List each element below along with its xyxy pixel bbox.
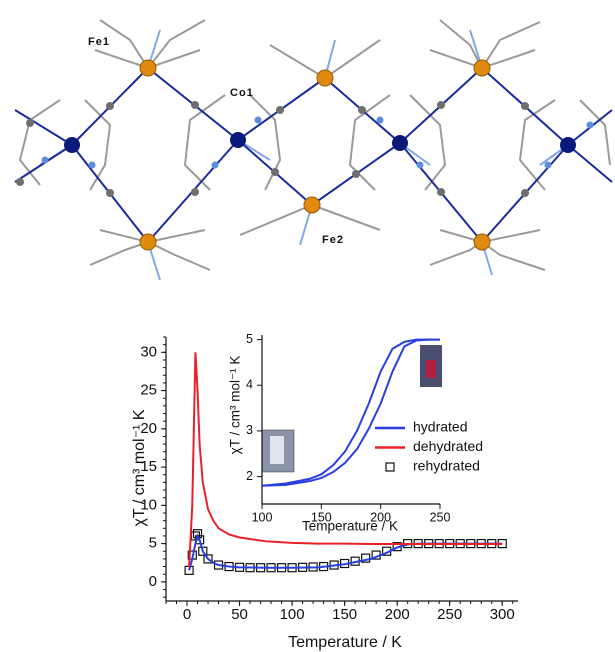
y-tick-label: 0: [149, 573, 157, 590]
legend-swatch: [385, 462, 395, 472]
x-tick-label: 100: [252, 510, 273, 524]
y-tick-label: 5: [246, 332, 253, 346]
x-tick-label: 300: [490, 606, 515, 623]
inset-photos: [261, 345, 442, 473]
atom-label: Fe2: [322, 234, 344, 246]
x-tick-label: 150: [311, 510, 332, 524]
x-tick-label: 200: [385, 606, 410, 623]
plot: 0 50 100 150 200 250 300 0 5 10 15 20 25 30 Temperatur…: [131, 336, 518, 651]
y-axis-label: χT / cm³ mol⁻¹ K: [228, 356, 243, 455]
data-point: [361, 553, 371, 563]
data-point: [198, 546, 208, 556]
atom-label: Fe1: [88, 36, 110, 48]
x-tick-label: 150: [332, 606, 357, 623]
series-line: [261, 338, 440, 487]
x-axis-label: Temperature / K: [288, 634, 402, 651]
legend-label: hydrated: [413, 419, 467, 435]
x-tick-label: 50: [231, 606, 248, 623]
legend-label: dehydrated: [413, 438, 483, 454]
series-line: [261, 338, 440, 487]
legend-label: rehydrated: [413, 458, 480, 474]
atom-label: Co1: [230, 87, 254, 99]
x-tick-label: 250: [430, 510, 451, 524]
y-tick-label: 20: [140, 420, 157, 437]
x-tick-label: 250: [437, 606, 462, 623]
x-tick-label: 200: [370, 510, 391, 524]
y-tick-label: 10: [140, 496, 157, 513]
y-tick-label: 2: [246, 469, 253, 483]
y-axis-label: χT / cm³ mol⁻¹ K: [131, 409, 148, 526]
y-tick-label: 5: [149, 535, 157, 552]
x-tick-label: 0: [183, 606, 191, 623]
series-line: [188, 352, 503, 567]
crystal-structure: Fe1 Co1 Fe2: [14, 19, 613, 281]
x-tick-label: 100: [280, 606, 305, 623]
y-tick-label: 3: [246, 423, 253, 437]
series-line: [188, 533, 503, 571]
plot: 100 150 200 250 2 3 4 5 Temperature / K χT / cm³ …: [228, 332, 451, 534]
y-tick-label: 30: [140, 343, 157, 360]
y-tick-label: 4: [246, 378, 253, 392]
x-axis-label: Temperature / K: [302, 519, 398, 534]
data-point: [203, 554, 213, 564]
y-tick-label: 25: [140, 382, 157, 399]
y-tick-label: 15: [140, 458, 157, 475]
